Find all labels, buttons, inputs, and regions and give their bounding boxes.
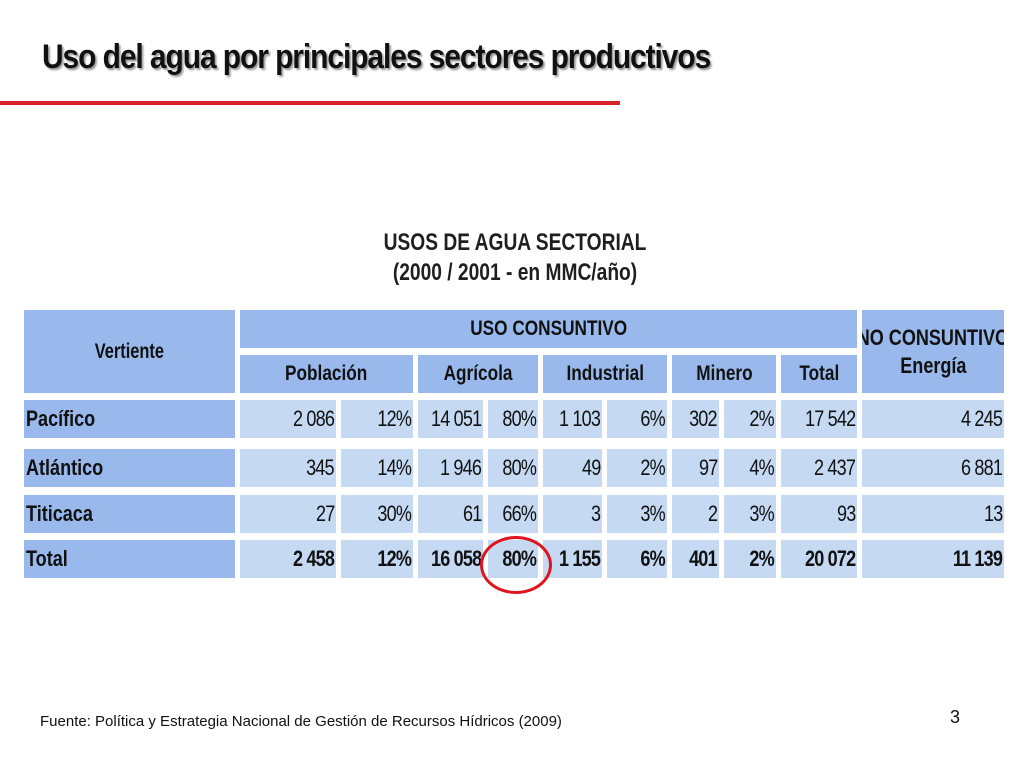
- table-title-line1: USOS DE AGUA SECTORIAL: [383, 229, 647, 256]
- header-agricola: Agrícola: [418, 355, 538, 393]
- table-cell: 66%: [488, 495, 538, 533]
- table-cell: 12%: [341, 540, 413, 578]
- table-title-line2: (2000 / 2001 - en MMC/año): [392, 259, 638, 286]
- table-cell: 61: [418, 495, 483, 533]
- table-cell: 27: [240, 495, 336, 533]
- table-cell: 3%: [607, 495, 667, 533]
- table-cell: 1 103: [543, 400, 602, 438]
- table-cell: 30%: [341, 495, 413, 533]
- table-cell: 2 458: [240, 540, 336, 578]
- source-footnote: Fuente: Política y Estrategia Nacional d…: [40, 713, 562, 730]
- row-label: Titicaca: [24, 495, 235, 533]
- table-cell: 302: [672, 400, 719, 438]
- table-cell: 12%: [341, 400, 413, 438]
- table-cell: 17 542: [781, 400, 857, 438]
- table-cell: 93: [781, 495, 857, 533]
- row-label: Pacífico: [24, 400, 235, 438]
- table-cell: 49: [543, 449, 602, 487]
- header-no-consuntivo-label: NO CONSUNTIVO: [862, 324, 1004, 350]
- table-cell: 4%: [724, 449, 776, 487]
- table-cell: 16 058: [418, 540, 483, 578]
- row-label: Total: [24, 540, 235, 578]
- header-vertiente: Vertiente: [24, 310, 235, 393]
- table-cell: 1 155: [543, 540, 602, 578]
- table-cell: 2%: [724, 540, 776, 578]
- table-cell: 13: [862, 495, 1004, 533]
- page-number: 3: [950, 707, 961, 727]
- header-poblacion: Población: [240, 355, 413, 393]
- table-cell: 4 245: [862, 400, 1004, 438]
- table-cell: 3: [543, 495, 602, 533]
- table-cell: 2: [672, 495, 719, 533]
- table-cell: 401: [672, 540, 719, 578]
- table-cell: 97: [672, 449, 719, 487]
- header-industrial: Industrial: [543, 355, 667, 393]
- table-cell: 3%: [724, 495, 776, 533]
- table-cell: 6%: [607, 540, 667, 578]
- table-cell: 2 437: [781, 449, 857, 487]
- table-cell: 80%: [488, 400, 538, 438]
- highlight-circle: [480, 536, 552, 594]
- header-energia-label: Energía: [899, 352, 967, 378]
- row-label: Atlántico: [24, 449, 235, 487]
- table-cell: 20 072: [781, 540, 857, 578]
- header-total: Total: [781, 355, 857, 393]
- header-no-consuntivo: NO CONSUNTIVO Energía: [862, 310, 1004, 393]
- table-cell: 11 139: [862, 540, 1004, 578]
- table-cell: 2%: [724, 400, 776, 438]
- table-cell: 6%: [607, 400, 667, 438]
- header-uso-consuntivo: USO CONSUNTIVO: [240, 310, 857, 348]
- slide-title: Uso del agua por principales sectores pr…: [42, 38, 711, 76]
- header-minero: Minero: [672, 355, 776, 393]
- table-cell: 2 086: [240, 400, 336, 438]
- table-cell: 14 051: [418, 400, 483, 438]
- title-underline: [0, 101, 620, 105]
- table-cell: 14%: [341, 449, 413, 487]
- table-title: USOS DE AGUA SECTORIAL (2000 / 2001 - en…: [295, 228, 735, 288]
- table-cell: 345: [240, 449, 336, 487]
- table-cell: 1 946: [418, 449, 483, 487]
- table-cell: 6 881: [862, 449, 1004, 487]
- table-cell: 80%: [488, 449, 538, 487]
- table-cell: 2%: [607, 449, 667, 487]
